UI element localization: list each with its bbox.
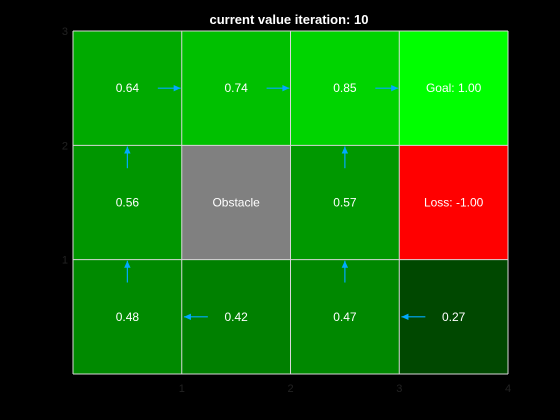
arrow-up-r1c3 [341, 260, 349, 283]
cell-label-r2c3: 0.57 [333, 196, 357, 210]
cell-label-r1c4: 0.27 [442, 310, 466, 324]
chart-title: current value iteration: 10 [210, 12, 369, 27]
y-tick-label: 3 [62, 26, 68, 38]
grid-cell-r2c2 [181, 145, 291, 260]
policy-arrows [124, 84, 426, 321]
x-tick-label: 2 [287, 383, 293, 395]
grid-cell-r3c4 [399, 31, 508, 146]
arrow-right-r3c1 [157, 84, 181, 92]
cell-label-r1c2: 0.42 [224, 310, 248, 324]
grid-cell-r2c4 [399, 145, 508, 260]
cell-label-r2c4: Loss: -1.00 [424, 196, 484, 210]
arrow-right-r3c2 [266, 84, 290, 92]
y-tick-label: 1 [62, 255, 68, 267]
x-tick-label: 4 [505, 383, 511, 395]
cell-label-r1c3: 0.47 [333, 310, 357, 324]
y-tick-label: 2 [62, 140, 68, 152]
x-tick-label: 3 [396, 383, 402, 395]
arrow-up-r1c1 [124, 260, 131, 283]
arrow-left-r1c2 [183, 313, 208, 321]
x-tick-label: 1 [179, 383, 185, 395]
arrow-up-r2c3 [341, 146, 349, 169]
grid-cells [73, 31, 508, 374]
arrow-right-r3c3 [375, 84, 399, 92]
grid-lines [72, 30, 509, 375]
cell-label-r3c4: Goal: 1.00 [426, 81, 482, 95]
cell-label-r1c1: 0.48 [116, 310, 140, 324]
cell-label-r3c3: 0.85 [333, 81, 357, 95]
cell-label-r2c2: Obstacle [212, 196, 260, 210]
cell-label-r2c1: 0.56 [116, 196, 140, 210]
arrow-left-r1c4 [401, 313, 426, 321]
cell-label-r3c2: 0.74 [224, 81, 248, 95]
cell-labels: 0.64 0.74 0.85 Goal: 1.00 0.56 Obstacle 0.57 Lo… [116, 81, 484, 324]
axis-ticks: 1 2 3 4 1 2 3 [62, 26, 511, 395]
arrow-up-r2c1 [124, 146, 131, 169]
cell-label-r3c1: 0.64 [116, 81, 140, 95]
